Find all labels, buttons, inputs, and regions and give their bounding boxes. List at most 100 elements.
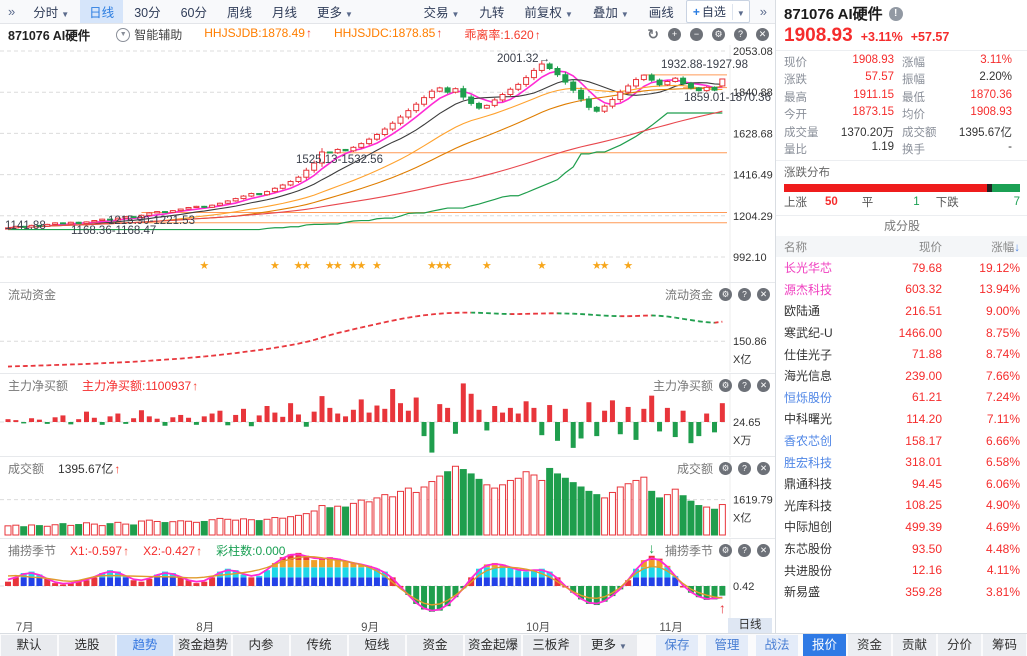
add-watchlist-button[interactable]: + 自选 ▼	[685, 0, 750, 23]
candlestick-chart[interactable]: 2053.08 1840.88 1628.68 1416.49 1204.29 992.1…	[0, 45, 775, 282]
period-tab-周线[interactable]: 周线	[227, 6, 253, 20]
component-row-中科曙光[interactable]: 中科曙光 114.20 7.11%	[776, 408, 1027, 430]
quote-tab-筹码[interactable]: 筹码	[983, 634, 1026, 656]
component-row-新易盛[interactable]: 新易盛 359.28 3.81%	[776, 581, 1027, 603]
stat-label: 成交量	[784, 126, 819, 139]
strategy-button-传统[interactable]: 传统	[291, 635, 347, 656]
quote-tab-分价[interactable]: 分价	[938, 634, 981, 656]
distribution-title: 涨跌分布	[784, 167, 830, 179]
gear-icon[interactable]: ⚙	[712, 28, 725, 41]
component-change: 6.66%	[985, 433, 1020, 448]
svg-text:X亿: X亿	[733, 353, 751, 366]
component-row-光库科技[interactable]: 光库科技 108.25 4.90%	[776, 495, 1027, 517]
period-tab-更多[interactable]: 更多 ▼	[317, 6, 353, 20]
period-tab-分时[interactable]: 分时 ▼	[33, 6, 70, 20]
strategy-button-默认[interactable]: 默认	[1, 635, 57, 656]
tool-button-叠加[interactable]: 叠加 ▼	[592, 6, 629, 20]
component-price: 71.88	[911, 347, 942, 362]
refresh-icon[interactable]: ↻	[647, 26, 659, 42]
quote-tab-资金[interactable]: 资金	[848, 634, 891, 656]
help-icon[interactable]: ?	[738, 288, 751, 301]
strategy-button-短线[interactable]: 短线	[349, 635, 405, 656]
action-button-管理[interactable]: 管理	[706, 635, 748, 656]
quote-tab-报价[interactable]: 报价	[803, 634, 846, 656]
stat-label: 成交额	[902, 126, 937, 139]
close-icon[interactable]: ✕	[756, 28, 769, 41]
stat-label: 涨跌	[784, 74, 807, 87]
component-row-鼎通科技[interactable]: 鼎通科技 94.45 6.06%	[776, 473, 1027, 495]
chevron-down-icon[interactable]: ▼	[731, 3, 749, 20]
component-row-欧陆通[interactable]: 欧陆通 216.51 9.00%	[776, 300, 1027, 322]
col-header-change[interactable]: 涨幅↓	[991, 241, 1020, 254]
more-tools-icon[interactable]: »	[759, 4, 767, 19]
tool-button-九转[interactable]: 九转	[479, 6, 505, 20]
fishing-season-chart[interactable]: 0.42 ↓ ↑	[0, 539, 775, 619]
svg-text:1525.13-1532.56: 1525.13-1532.56	[296, 154, 383, 166]
component-row-长光华芯[interactable]: 长光华芯 79.68 19.12%	[776, 257, 1027, 279]
component-row-恒烁股份[interactable]: 恒烁股份 61.21 7.24%	[776, 387, 1027, 409]
component-row-中际旭创[interactable]: 中际旭创 499.39 4.69%	[776, 516, 1027, 538]
gear-icon[interactable]: ⚙	[719, 544, 732, 557]
up-arrow-icon: ↑	[114, 462, 121, 476]
component-row-海光信息[interactable]: 海光信息 239.00 7.66%	[776, 365, 1027, 387]
component-row-寒武纪-U[interactable]: 寒武纪-U 1466.00 8.75%	[776, 322, 1027, 344]
action-button-战法[interactable]: 战法	[756, 635, 798, 656]
strategy-button-更多[interactable]: 更多 ▼	[581, 635, 637, 656]
close-icon[interactable]: ✕	[757, 462, 770, 475]
strategy-button-资金趋势[interactable]: 资金趋势	[175, 635, 231, 656]
strategy-button-选股[interactable]: 选股	[59, 635, 115, 656]
strategy-button-内参[interactable]: 内参	[233, 635, 289, 656]
strategy-button-三板斧[interactable]: 三板斧	[523, 635, 579, 656]
tool-button-交易[interactable]: 交易 ▼	[423, 6, 460, 20]
close-icon[interactable]: ✕	[757, 544, 770, 557]
component-row-东芯股份[interactable]: 东芯股份 93.50 4.48%	[776, 538, 1027, 560]
plus-icon[interactable]: +	[668, 28, 681, 41]
strategy-button-资金[interactable]: 资金	[407, 635, 463, 656]
panel-title-turnover[interactable]: 成交额	[8, 462, 45, 476]
gear-icon[interactable]: ⚙	[719, 462, 732, 475]
smart-assist-button[interactable]: ▼ 智能辅助	[116, 26, 182, 43]
stat-量比: 量比 1.19	[784, 141, 902, 157]
sell-signal-arrow-icon: ↓	[648, 540, 655, 556]
component-row-胜宏科技[interactable]: 胜宏科技 318.01 6.58%	[776, 451, 1027, 473]
component-price: 239.00	[905, 368, 942, 383]
component-row-香农芯创[interactable]: 香农芯创 158.17 6.66%	[776, 430, 1027, 452]
component-name: 源杰科技	[784, 282, 833, 297]
liquid-funds-chart[interactable]: 150.86 X亿	[0, 283, 775, 372]
period-tab-60分[interactable]: 60分	[180, 6, 207, 20]
period-tab-30分[interactable]: 30分	[134, 6, 161, 20]
svg-text:2001.32→: 2001.32→	[497, 53, 550, 65]
info-icon[interactable]: !	[888, 6, 903, 21]
strategy-button-趋势[interactable]: 趋势	[117, 635, 173, 656]
panel-title-fishing-season[interactable]: 捕捞季节	[8, 544, 57, 558]
turnover-chart[interactable]: 1619.79 X亿	[0, 457, 775, 537]
panel-title-liquid-funds[interactable]: 流动资金	[8, 288, 57, 302]
help-icon[interactable]: ?	[734, 28, 747, 41]
close-icon[interactable]: ✕	[757, 379, 770, 392]
strategy-button-资金起爆[interactable]: 资金起爆	[465, 635, 521, 656]
tool-button-前复权[interactable]: 前复权 ▼	[524, 6, 573, 20]
stat-value: 1370.20万	[840, 126, 894, 139]
gear-icon[interactable]: ⚙	[719, 379, 732, 392]
action-button-保存[interactable]: 保存	[656, 635, 698, 656]
help-icon[interactable]: ?	[738, 544, 751, 557]
help-icon[interactable]: ?	[738, 462, 751, 475]
col-header-name[interactable]: 名称	[784, 241, 807, 254]
component-row-仕佳光子[interactable]: 仕佳光子 71.88 8.74%	[776, 343, 1027, 365]
minus-icon[interactable]: −	[690, 28, 703, 41]
col-header-price[interactable]: 现价	[919, 241, 942, 254]
period-tab-月线[interactable]: 月线	[272, 6, 298, 20]
up-arrow-icon: ↑	[534, 28, 541, 42]
gear-icon[interactable]: ⚙	[719, 288, 732, 301]
quote-tab-贡献[interactable]: 贡献	[893, 634, 936, 656]
tool-button-画线[interactable]: 画线	[648, 6, 674, 20]
panel-liquid-funds: 150.86 X亿 流动资金 流动资金 ⚙ ? ✕	[0, 282, 775, 372]
main-net-buy-chart[interactable]: 24.65 X万	[0, 374, 775, 455]
component-row-共进股份[interactable]: 共进股份 12.16 4.11%	[776, 559, 1027, 581]
period-tab-日线[interactable]: 日线	[80, 0, 124, 23]
collapse-panel-icon[interactable]: »	[8, 4, 16, 19]
panel-title-main-net-buy[interactable]: 主力净买额	[8, 379, 69, 393]
help-icon[interactable]: ?	[738, 379, 751, 392]
component-row-源杰科技[interactable]: 源杰科技 603.32 13.94%	[776, 279, 1027, 301]
close-icon[interactable]: ✕	[757, 288, 770, 301]
